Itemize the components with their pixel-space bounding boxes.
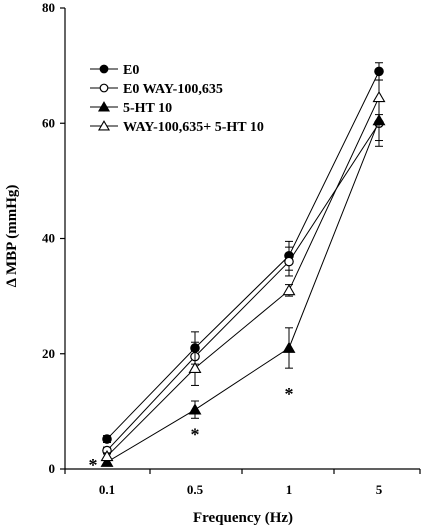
y-axis-title: Δ MBP (mmHg)	[4, 185, 20, 288]
data-point-2-1	[188, 403, 202, 415]
series-line-2	[106, 120, 380, 463]
legend-marker-3	[97, 120, 111, 131]
data-point-3-2	[282, 284, 296, 296]
legend-marker-2	[97, 101, 111, 112]
series-1	[102, 99, 384, 456]
data-point-3-1	[188, 361, 202, 373]
y-tick-label-60: 60	[42, 115, 55, 130]
y-tick-label-0: 0	[49, 461, 56, 476]
data-point-2-2	[282, 341, 296, 353]
y-tick-label-80: 80	[42, 0, 55, 15]
series-line-3	[106, 97, 380, 457]
series-layer	[100, 62, 386, 467]
y-tick-label-20: 20	[42, 346, 55, 361]
data-point-3-0	[100, 449, 114, 462]
data-point-2-0	[100, 455, 114, 467]
significance-marker-2: *	[285, 384, 294, 404]
legend-label-0: E0	[123, 63, 139, 78]
x-tick-label-5: 5	[376, 482, 383, 497]
series-3	[100, 79, 386, 462]
legend-marker-0	[99, 64, 109, 74]
series-line-0	[106, 71, 380, 440]
y-tick-label-40: 40	[42, 231, 55, 246]
legend-label-1: E0 WAY-100,635	[123, 82, 223, 97]
annotation-layer: * * *	[89, 384, 294, 475]
significance-marker-1: *	[191, 425, 200, 445]
x-axis-title: Frequency (Hz)	[193, 510, 293, 526]
legend-label-2: 5-HT 10	[123, 101, 172, 116]
legend-label-3: WAY-100,635+ 5-HT 10	[123, 120, 264, 135]
data-point-0-3	[374, 66, 384, 77]
axes: 0 20 40 60 80 0.1 0.5 1 5	[42, 0, 421, 497]
x-tick-label-0.5: 0.5	[187, 482, 204, 497]
x-tick-label-0.1: 0.1	[99, 482, 115, 497]
significance-marker-0: *	[89, 455, 98, 475]
series-2	[100, 99, 386, 467]
x-tick-label-1: 1	[286, 482, 293, 497]
data-point-2-3	[372, 114, 386, 126]
legend-marker-1	[99, 83, 109, 93]
data-point-0-0	[102, 434, 112, 444]
data-point-1-2	[284, 256, 294, 267]
data-point-3-3	[372, 90, 386, 103]
legend: E0 E0 WAY-100,635 5-HT 10 WAY-100,635+ 5-HT…	[90, 63, 264, 135]
series-line-1	[106, 122, 380, 451]
